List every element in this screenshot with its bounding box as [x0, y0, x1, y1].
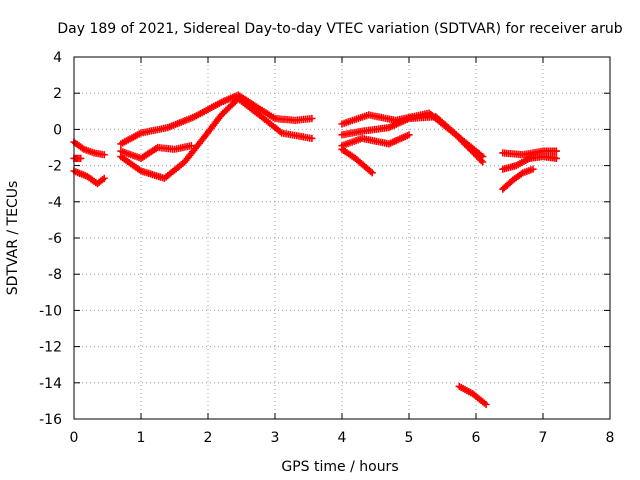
series-arc-11 [499, 147, 560, 159]
y-tick-label: -10 [39, 303, 62, 319]
y-tick-labels: 4 2 0 -2 -4 -6 -8 -10 -12 -14 -16 [39, 50, 62, 428]
series-arc-5 [117, 95, 316, 182]
series-arc-4 [117, 91, 316, 148]
x-tick-labels: 0 1 2 3 4 5 6 7 8 [70, 430, 615, 446]
data-point [308, 114, 316, 123]
data-point [405, 131, 413, 139]
axis-ticks [73, 56, 611, 420]
data-point [100, 151, 108, 159]
data-point [552, 147, 560, 155]
series-arc-2 [70, 167, 108, 188]
y-tick-label: 2 [53, 86, 62, 102]
data-point [529, 165, 537, 173]
y-tick-label: 4 [53, 50, 62, 66]
y-tick-label: -16 [39, 412, 62, 428]
data-point [479, 153, 487, 161]
x-tick-label: 7 [539, 430, 548, 446]
series-arc-12 [499, 153, 560, 173]
series-arc-1 [70, 138, 108, 159]
data-points [70, 91, 560, 409]
x-tick-label: 4 [338, 430, 347, 446]
data-point [552, 154, 560, 162]
series-arc-10 [338, 131, 413, 150]
data-point [187, 142, 195, 150]
grid-lines [74, 57, 610, 419]
y-tick-label: -8 [48, 267, 62, 283]
y-axis-label: SDTVAR / TECUs [5, 181, 21, 296]
series-arc-14 [455, 382, 490, 409]
x-tick-label: 5 [405, 430, 414, 446]
y-tick-label: -2 [48, 159, 62, 175]
y-tick-label: -12 [39, 340, 62, 356]
series-arc-9 [338, 145, 376, 177]
data-point [308, 134, 316, 142]
series-arc-6 [117, 142, 195, 162]
data-point [368, 169, 376, 177]
x-tick-label: 3 [271, 430, 280, 446]
x-tick-label: 2 [204, 430, 213, 446]
data-point [482, 400, 490, 409]
series-arc-8 [338, 113, 487, 161]
y-tick-label: -4 [48, 195, 62, 211]
chart-title: Day 189 of 2021, Sidereal Day-to-day VTE… [57, 21, 622, 37]
data-point [100, 174, 108, 182]
data-point [77, 154, 85, 162]
x-axis-label: GPS time / hours [281, 459, 398, 475]
x-tick-label: 6 [472, 430, 481, 446]
x-tick-label: 8 [606, 430, 615, 446]
y-tick-label: -6 [48, 231, 62, 247]
x-tick-label: 0 [70, 430, 79, 446]
y-tick-label: 0 [53, 122, 62, 138]
series-arc-13 [499, 165, 537, 193]
series-arc-3 [70, 154, 85, 162]
y-tick-label: -14 [39, 376, 62, 392]
x-tick-label: 1 [137, 430, 146, 446]
